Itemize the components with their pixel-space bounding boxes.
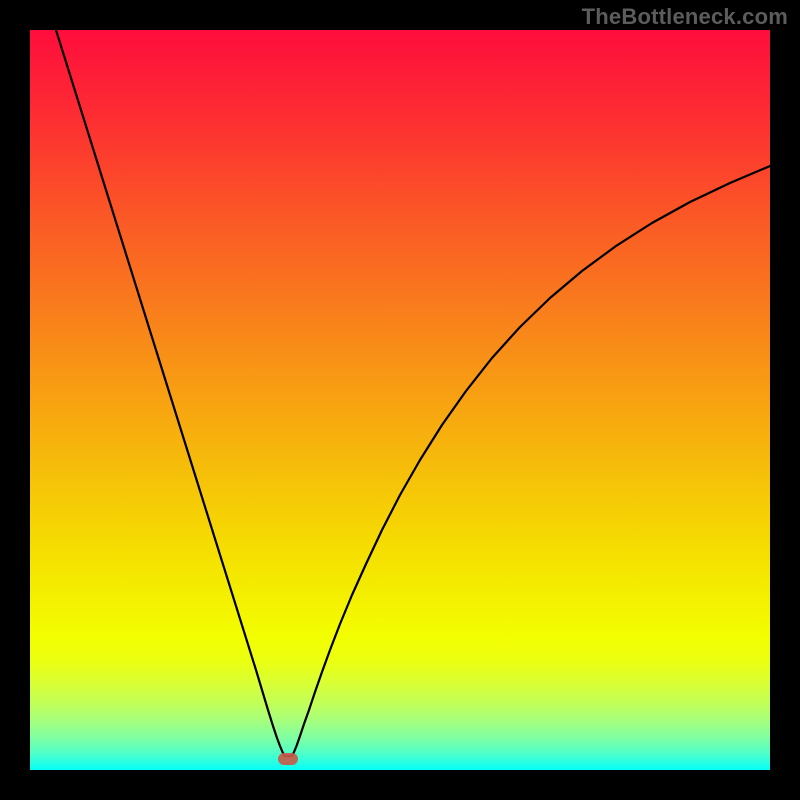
watermark-text: TheBottleneck.com — [582, 4, 788, 30]
chart-svg — [30, 30, 770, 770]
gradient-background — [30, 30, 770, 770]
minimum-marker — [278, 753, 298, 765]
plot-area — [30, 30, 770, 770]
chart-frame: TheBottleneck.com — [0, 0, 800, 800]
